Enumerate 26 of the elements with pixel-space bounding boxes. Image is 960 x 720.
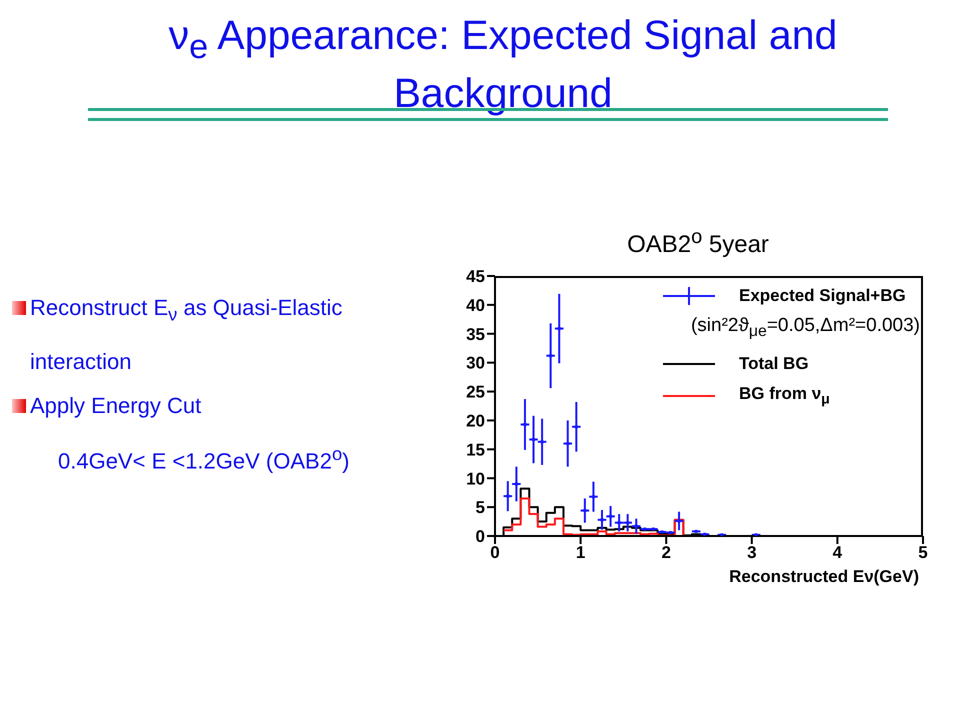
y-tick-label: 45 <box>466 267 485 286</box>
legend-label: Total BG <box>738 354 809 374</box>
y-tick-label: 40 <box>466 296 485 315</box>
y-tick-label: 0 <box>476 527 485 546</box>
y-tick-label: 20 <box>466 411 485 430</box>
x-tick-label: 0 <box>490 543 500 562</box>
chart-subtitle: OAB2$^{o}$ 5year <box>626 226 770 259</box>
y-tick-label: 10 <box>466 469 485 488</box>
text: 0.4GeV< E <1.2GeV (OAB2$^{o}$) <box>58 442 350 476</box>
x-axis-title: Reconstructed Eν(GeV) <box>729 567 919 586</box>
y-tick-label: 35 <box>466 324 485 344</box>
y-tick-label: 15 <box>466 440 485 460</box>
y-tick-label: 25 <box>466 382 485 402</box>
x-tick-label: 5 <box>918 543 928 562</box>
legend-label: Expected Signal+BG <box>738 286 906 306</box>
x-tick-label: 1 <box>576 543 586 562</box>
x-tick-label: 3 <box>747 543 757 562</box>
y-tick-label: 30 <box>466 354 485 373</box>
chart-title: ν$_{e}$ Appearance: Expected Signal and Background <box>168 12 838 116</box>
text: Reconstruct E$_{ν}$ as Quasi-Elastic interaction <box>30 295 342 374</box>
text: Apply Energy Cut <box>30 392 202 420</box>
x-tick-label: 4 <box>832 543 843 562</box>
legend-label: BG from ν$_{μ}$ <box>738 384 830 410</box>
x-tick-label: 2 <box>661 543 671 562</box>
annotation: (sin²2ϑ$_{μe}$=0.05,Δm²=0.003) <box>690 315 920 342</box>
y-tick-label: 5 <box>476 498 485 518</box>
